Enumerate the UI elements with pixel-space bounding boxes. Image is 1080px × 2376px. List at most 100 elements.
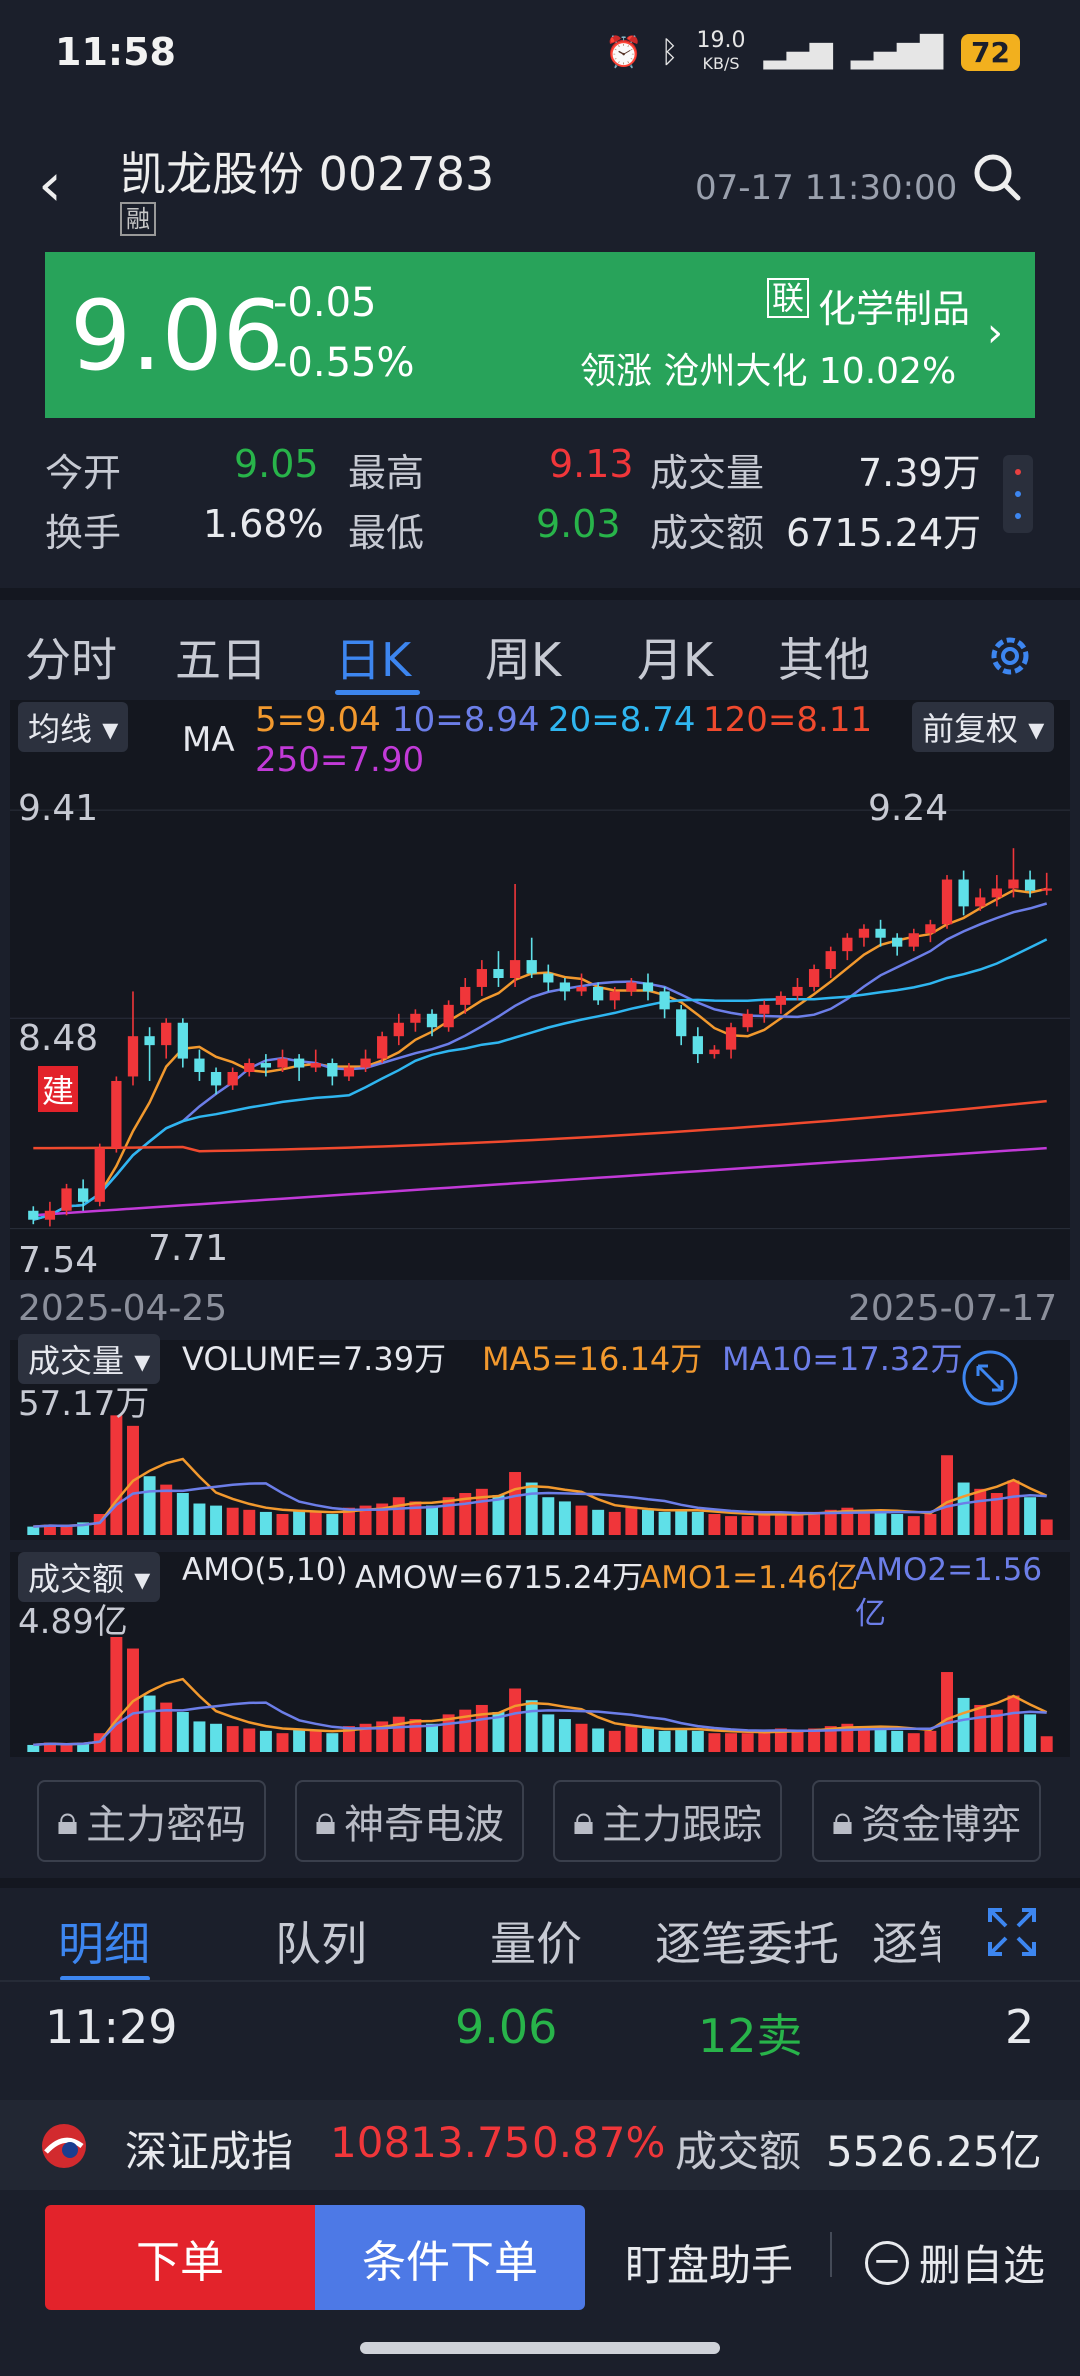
amount-bar	[376, 1721, 389, 1752]
volume-bar	[608, 1511, 621, 1535]
amount-chart[interactable]: 成交额 ▾ AMO(5,10) AMOW=6715.24万 AMO1=1.46亿…	[10, 1552, 1070, 1757]
5g-signal-icon: ▂▄▆█	[850, 35, 944, 70]
amount-bar	[226, 1726, 239, 1752]
volume-bar	[442, 1497, 455, 1535]
candle-body	[559, 982, 571, 992]
ma250-value: 250=7.90	[255, 740, 425, 780]
conditional-order-button[interactable]: 条件下单	[315, 2205, 585, 2310]
tab-other[interactable]: 其他	[778, 633, 870, 687]
candle-body	[426, 1013, 438, 1028]
candle-body	[742, 1013, 753, 1028]
candle-body	[858, 928, 870, 938]
candle-body	[692, 1036, 703, 1055]
amount-bar	[243, 1728, 256, 1752]
candle-body	[759, 1004, 770, 1014]
candle-body	[61, 1188, 72, 1211]
volume-ma10-line	[33, 1482, 1047, 1528]
amo2-value: AMO2=1.56亿	[855, 1552, 1043, 1632]
sector-name[interactable]: 化学制品	[818, 287, 971, 331]
amount-bar	[708, 1733, 721, 1752]
trade-qty: 12卖	[698, 2009, 803, 2063]
tab-intraday[interactable]: 分时	[25, 633, 117, 687]
tab-queue[interactable]: 队列	[275, 1917, 367, 1971]
back-icon[interactable]: ‹	[38, 150, 62, 220]
kline-svg	[10, 809, 1070, 1230]
price-panel[interactable]: 9.06 -0.05 -0.55% 联 化学制品 领涨 沧州大化 10.02% …	[45, 252, 1035, 418]
tool-main-track[interactable]: 🔒︎ 主力跟踪	[553, 1780, 782, 1862]
candle-body	[592, 986, 604, 1001]
tab-daily-k[interactable]: 日K	[335, 633, 412, 687]
volume-ma10: MA10=17.32万	[722, 1340, 963, 1378]
volume-bar	[193, 1503, 206, 1535]
amount-bar	[259, 1730, 272, 1752]
candle-body	[991, 888, 1003, 898]
high-label: 最高	[348, 451, 425, 495]
candle-body	[360, 1058, 371, 1068]
amount-select[interactable]: 成交额 ▾	[18, 1552, 161, 1602]
amount-bar	[525, 1700, 538, 1752]
gear-icon[interactable]	[982, 628, 1038, 684]
candle-body	[659, 991, 670, 1010]
amount-bar	[342, 1726, 355, 1752]
tool-main-code[interactable]: 🔒︎ 主力密码	[37, 1780, 266, 1862]
tab-monthly-k[interactable]: 月K	[637, 633, 714, 687]
tab-trade-by-trade[interactable]: 逐笔	[872, 1917, 940, 1971]
candle-body	[111, 1080, 122, 1149]
turnover-value: 1.68%	[203, 502, 324, 546]
candle-body	[28, 1210, 39, 1220]
candle-body	[709, 1049, 720, 1055]
index-ticker[interactable]: 深证成指 10813.75 0.87% 成交额 5526.25亿	[0, 2100, 1080, 2190]
search-icon[interactable]	[972, 152, 1022, 202]
home-indicator[interactable]	[360, 2342, 720, 2354]
watch-assistant-button[interactable]: 盯盘助手	[625, 2241, 794, 2290]
tab-five-day[interactable]: 五日	[175, 633, 267, 687]
tab-volume-price[interactable]: 量价	[490, 1917, 582, 1971]
more-dots-icon[interactable]	[1003, 455, 1033, 533]
open-label: 今开	[45, 451, 122, 495]
chevron-right-icon[interactable]: ›	[987, 310, 1003, 356]
chart-tabs: 分时 五日 日K 周K 月K 其他	[0, 610, 1080, 700]
candle-body	[227, 1072, 238, 1086]
candle-body	[177, 1022, 188, 1059]
candle-body	[609, 991, 620, 1001]
amount-bar	[857, 1726, 870, 1752]
index-name: 深证成指	[125, 2127, 294, 2176]
fullscreen-icon[interactable]	[986, 1906, 1038, 1958]
tab-detail[interactable]: 明细	[58, 1917, 150, 1971]
candle-body	[161, 1022, 172, 1046]
divider	[830, 2232, 832, 2277]
candle-body	[410, 1013, 421, 1023]
volume-bar	[426, 1505, 438, 1535]
tab-order-by-order[interactable]: 逐笔委托	[655, 1917, 839, 1971]
ma20-value: 20=8.74	[548, 700, 696, 740]
volume-select[interactable]: 成交量 ▾	[18, 1334, 161, 1384]
amount-bar	[592, 1728, 605, 1752]
lock-icon: 🔒︎	[56, 1798, 79, 1844]
amount-bar	[575, 1723, 588, 1752]
volume-chart[interactable]: 成交量 ▾ VOLUME=7.39万 MA5=16.14万 MA10=17.32…	[10, 1334, 1070, 1540]
remove-favorite-button[interactable]: − 删自选	[865, 2232, 1045, 2293]
adjust-select[interactable]: 前复权 ▾	[912, 702, 1055, 752]
candle-body	[676, 1009, 687, 1037]
tab-weekly-k[interactable]: 周K	[485, 633, 562, 687]
tool-magic-wave[interactable]: 🔒︎ 神奇电波	[295, 1780, 524, 1862]
amount-bar	[27, 1744, 40, 1752]
expand-icon[interactable]	[960, 1348, 1020, 1408]
volume-ma5-line	[33, 1457, 1048, 1528]
amount-bar	[1007, 1695, 1020, 1752]
order-button[interactable]: 下单	[45, 2205, 315, 2310]
kline-chart[interactable]: 均线 ▾ MA 5=9.04 10=8.94 20=8.74 120=8.11 …	[10, 700, 1070, 1281]
candle-body	[1041, 888, 1052, 891]
volume-bar	[625, 1507, 638, 1535]
status-icons: ⏰ ᛒ 19.0 KB/S ▂▄▆ ▂▄▆█ 72	[605, 30, 1020, 75]
volume-bar	[409, 1501, 422, 1535]
minus-circle-icon: −	[865, 2240, 909, 2285]
tool-fund-game[interactable]: 🔒︎ 资金博弈	[812, 1780, 1041, 1862]
quote-stats: 今开 9.05 最高 9.13 成交量 7.39万 换手 1.68% 最低 9.…	[0, 430, 1080, 570]
volume-bar	[110, 1415, 123, 1535]
volume-bar	[525, 1482, 538, 1535]
volume-bar	[941, 1455, 953, 1535]
amount-bar	[791, 1730, 804, 1752]
indicator-select[interactable]: 均线 ▾	[18, 702, 129, 752]
candle-body	[626, 982, 637, 992]
